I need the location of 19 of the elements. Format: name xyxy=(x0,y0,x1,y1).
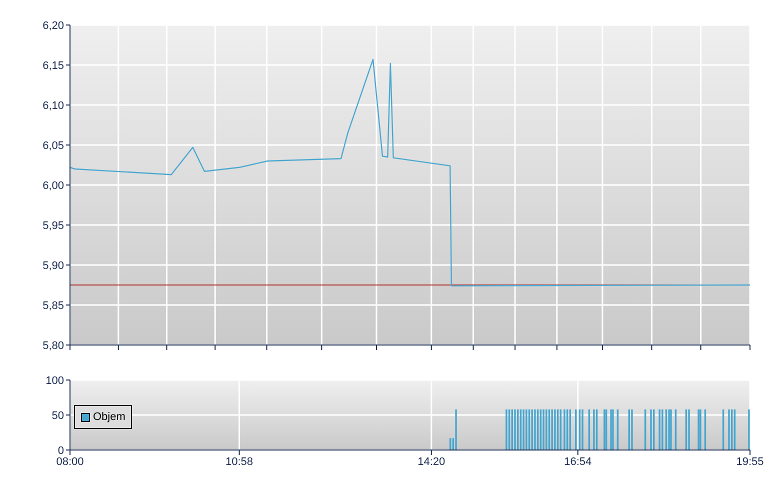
y-tick-label: 100 xyxy=(46,374,64,387)
x-tick-label: 10:58 xyxy=(226,456,254,468)
y-tick-label: 5,80 xyxy=(42,340,64,352)
y-tick-label: 5,85 xyxy=(42,300,64,312)
y-tick-label: 6,00 xyxy=(42,180,64,192)
x-tick-label: 14:20 xyxy=(418,456,446,468)
x-tick-label: 19:55 xyxy=(736,456,764,468)
y-tick-label: 6,10 xyxy=(42,100,64,112)
y-tick-label: 5,95 xyxy=(42,220,64,232)
y-tick-label: 6,20 xyxy=(42,20,64,32)
y-tick-label: 0 xyxy=(58,444,64,457)
x-tick-label: 08:00 xyxy=(56,456,84,468)
legend-label: Objem xyxy=(93,411,126,423)
line-series xyxy=(70,58,750,286)
x-tick-label: 16:54 xyxy=(564,456,592,468)
y-tick-label: 6,15 xyxy=(42,60,64,72)
y-tick-label: 6,05 xyxy=(42,140,64,152)
y-tick-label: 50 xyxy=(52,410,64,422)
y-tick-label: 5,90 xyxy=(42,260,64,272)
